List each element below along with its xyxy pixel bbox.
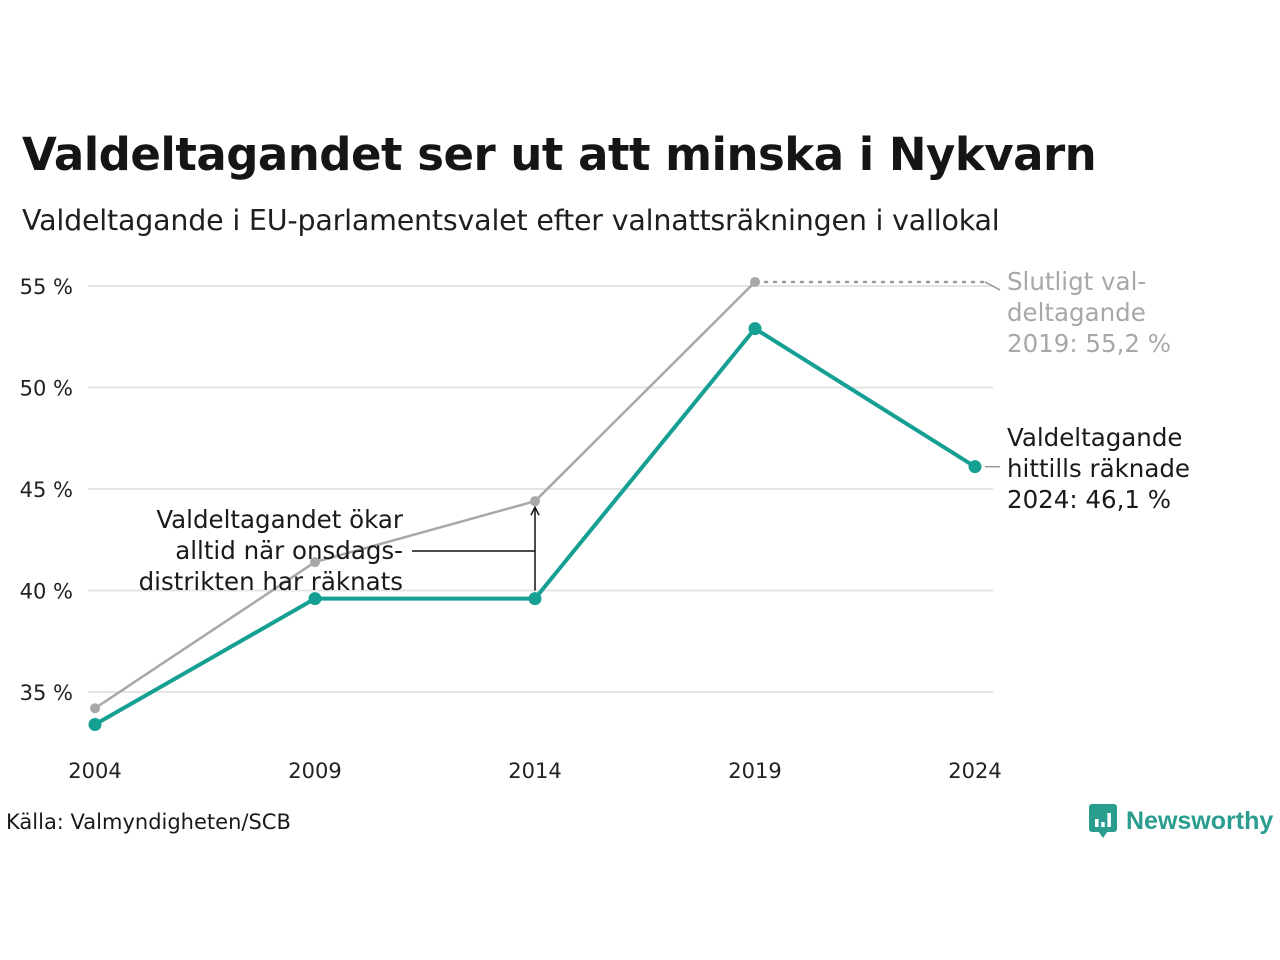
data-point-valnatt (88, 717, 102, 731)
x-tick-label: 2019 (728, 759, 781, 783)
series (88, 276, 982, 731)
annotation-line: distrikten har räknats (139, 567, 403, 596)
data-point-valnatt (968, 460, 982, 474)
annotation-leaders (412, 280, 1001, 591)
data-point-final (310, 557, 320, 568)
y-tick-label: 45 % (20, 478, 73, 502)
x-tick-label: 2009 (288, 759, 341, 783)
annotation-leader-tick (984, 281, 1001, 291)
data-point-valnatt (528, 592, 542, 606)
y-tick-label: 50 % (20, 377, 73, 401)
annotation-line: alltid när onsdags- (175, 536, 403, 565)
annotation-line: 2019: 55,2 % (1007, 329, 1171, 358)
series-line-final (93, 280, 757, 710)
data-point-final (750, 276, 760, 287)
annotation-line: Valdeltagande (1007, 423, 1182, 452)
data-point-valnatt (308, 592, 322, 606)
annotation-line: hittills räknade (1007, 454, 1190, 483)
x-tick-label: 2014 (508, 759, 561, 783)
annotation-line: deltagande (1007, 298, 1146, 327)
annotation-line: Valdeltagandet ökar (156, 505, 404, 534)
x-axis-ticks: 2004 2009 2014 2019 2024 (68, 759, 1001, 783)
annotation-increase_note: Valdeltagandet ökar alltid när onsdags-di… (139, 505, 404, 596)
data-point-final (90, 703, 100, 714)
chart-subtitle: Valdeltagande i EU-parlamentsvalet efter… (22, 204, 1000, 237)
y-tick-label: 35 % (20, 681, 73, 705)
newsworthy-logo-icon (1089, 804, 1117, 838)
y-tick-label: 40 % (20, 580, 73, 604)
y-tick-label: 55 % (20, 275, 73, 299)
brand-name: Newsworthy (1126, 806, 1274, 835)
chart-title: Valdeltagandet ser ut att minska i Nykva… (22, 128, 1097, 181)
data-point-valnatt (748, 322, 762, 336)
arrow-head (530, 505, 540, 516)
x-tick-label: 2024 (948, 759, 1001, 783)
annotation-line: Slutligt val- (1007, 267, 1146, 296)
y-axis-ticks: 35 % 40 % 45 % 50 % 55 % (20, 275, 73, 705)
data-point-final (530, 496, 540, 507)
annotations: Slutligt val-deltagande 2019: 55,2 % Valde… (139, 267, 1190, 596)
annotation-final_2019: Slutligt val-deltagande 2019: 55,2 % (1007, 267, 1171, 358)
x-tick-label: 2004 (68, 759, 121, 783)
annotation-current_2024: Valdeltagande hittills räknade 2024: 46,1 … (1007, 423, 1190, 514)
source-note: Källa: Valmyndigheten/SCB (6, 810, 291, 834)
gridlines (88, 285, 993, 693)
annotation-line: 2024: 46,1 % (1007, 485, 1171, 514)
brand-logo[interactable]: Newsworthy (1088, 803, 1273, 839)
